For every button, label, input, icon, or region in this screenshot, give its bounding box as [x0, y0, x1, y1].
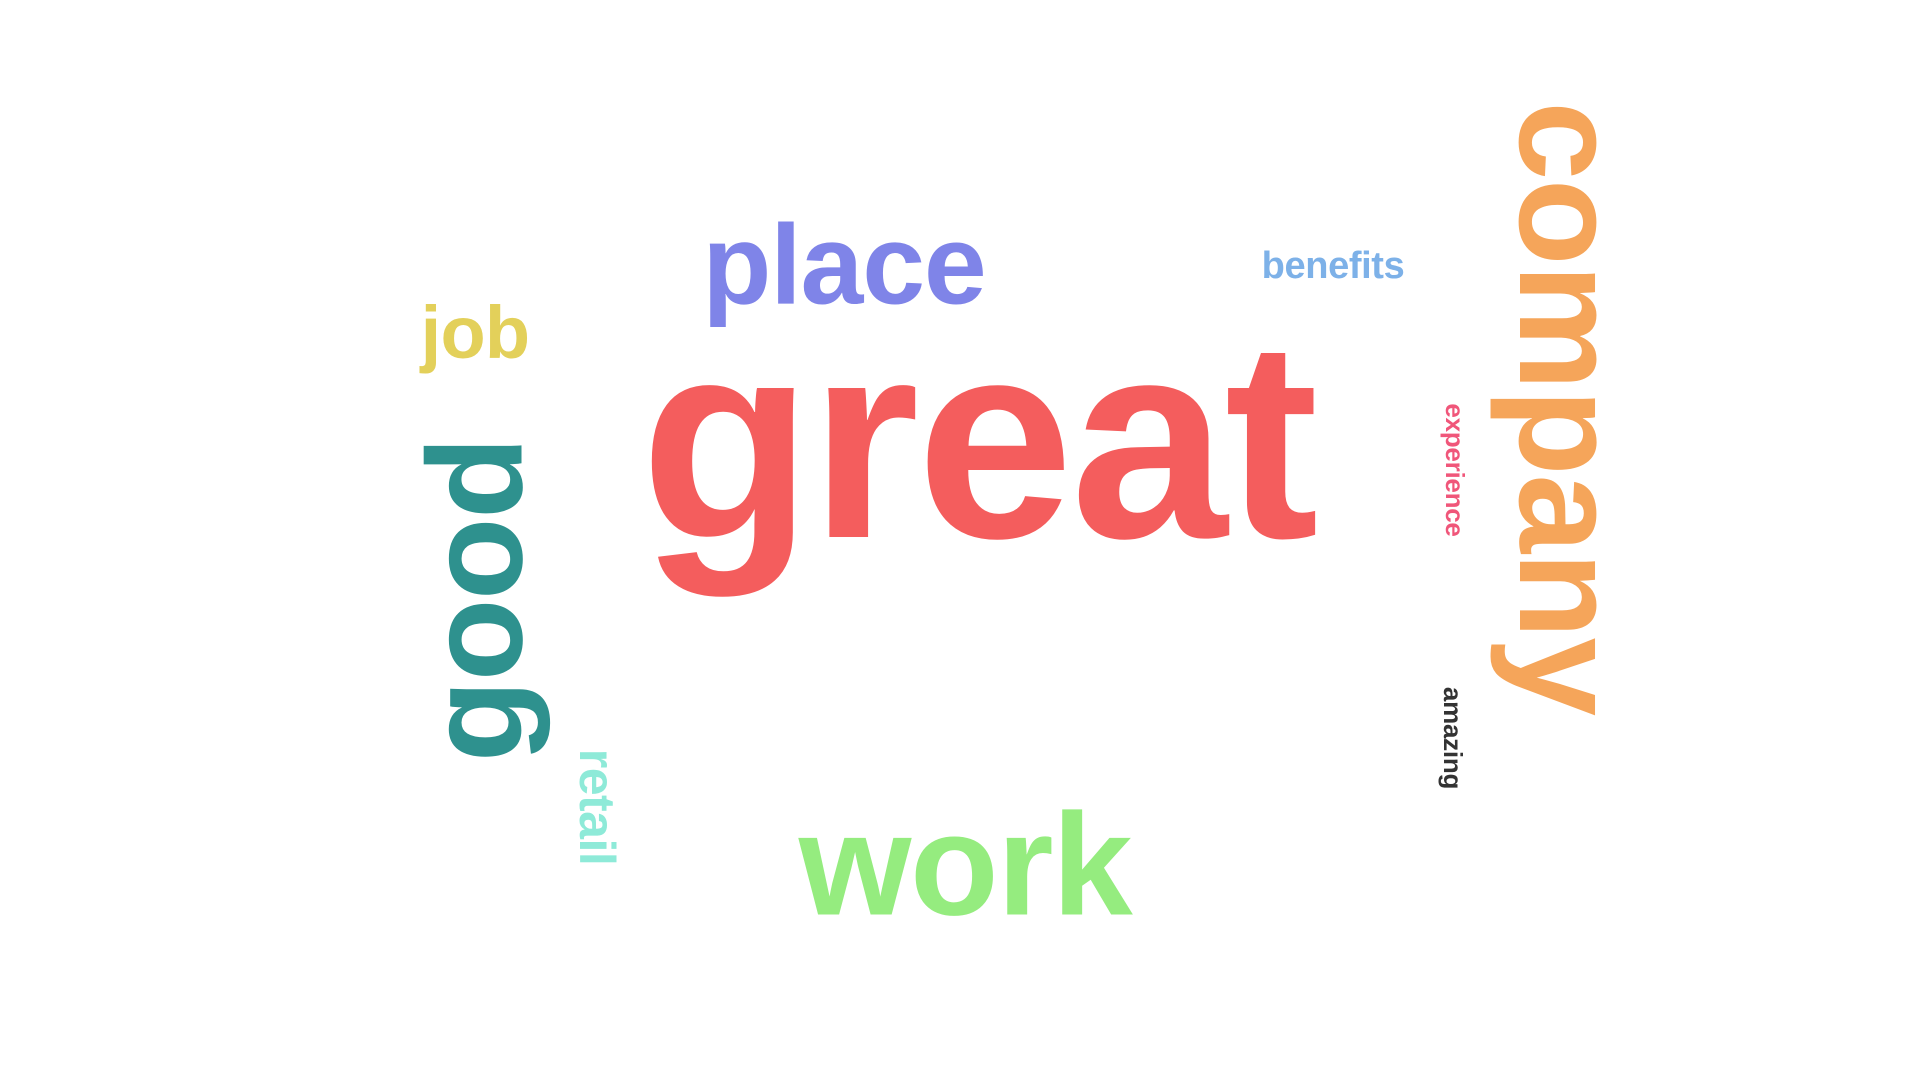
word-great: great — [640, 282, 1318, 597]
word-good: good — [399, 437, 551, 763]
word-benefits: benefits — [1261, 245, 1405, 287]
word-job: job — [420, 291, 530, 374]
word-work: work — [798, 783, 1133, 946]
word-experience: experience — [1440, 403, 1470, 537]
word-amazing: amazing — [1438, 686, 1468, 790]
word-company: company — [1489, 101, 1648, 715]
word-place: place — [702, 201, 986, 328]
word-retail: retail — [569, 748, 625, 866]
